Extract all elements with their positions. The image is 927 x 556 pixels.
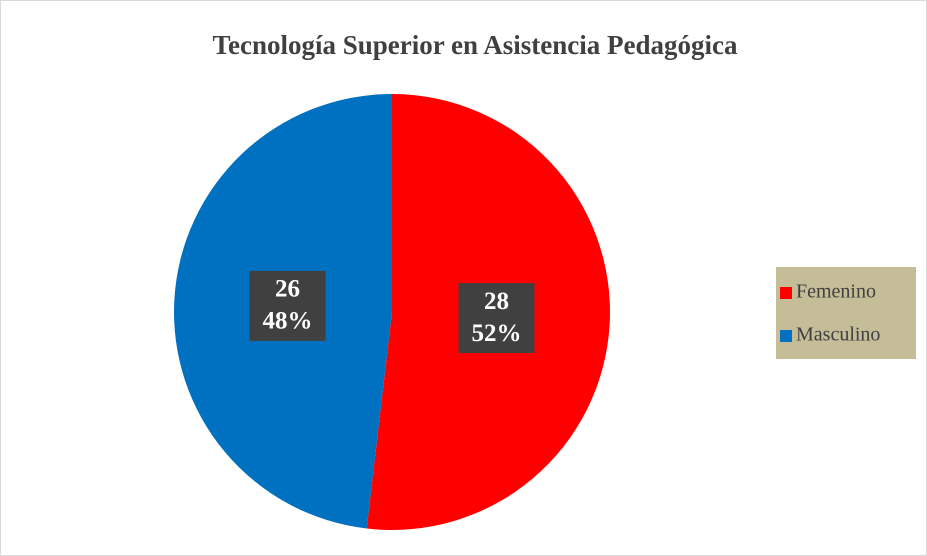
- data-label-value: 28: [484, 288, 509, 315]
- legend-label: Masculino: [796, 324, 880, 346]
- legend-swatch: [780, 287, 792, 299]
- data-label-percent: 48%: [263, 308, 313, 335]
- data-label-box: [249, 270, 326, 341]
- legend-box: [776, 267, 916, 359]
- data-label-box: [458, 283, 535, 354]
- chart-title: Tecnología Superior en Asistencia Pedagó…: [212, 30, 738, 60]
- data-label-value: 26: [275, 276, 300, 303]
- legend-swatch: [780, 330, 792, 342]
- data-label-percent: 52%: [471, 320, 521, 347]
- legend-label: Femenino: [796, 281, 876, 303]
